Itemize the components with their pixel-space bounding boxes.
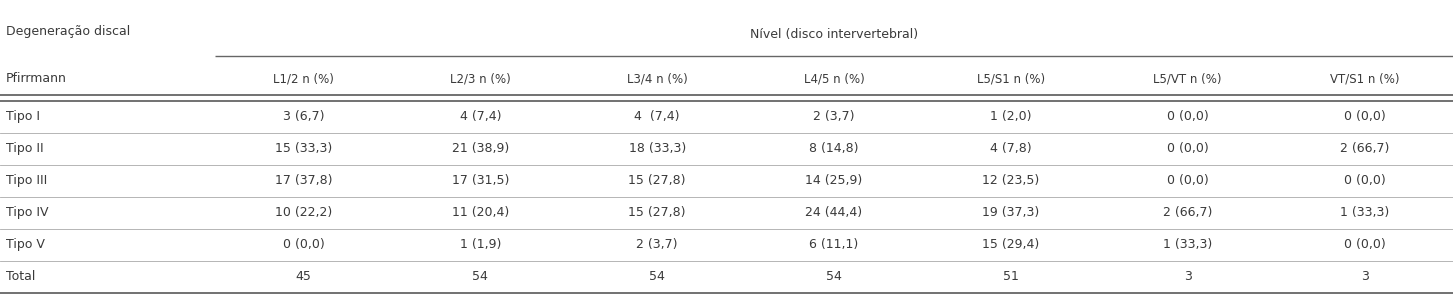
Text: 0 (0,0): 0 (0,0) [1344, 110, 1386, 123]
Text: Total: Total [6, 270, 35, 283]
Text: 54: 54 [827, 270, 841, 283]
Text: Tipo IV: Tipo IV [6, 206, 48, 219]
Text: 21 (38,9): 21 (38,9) [452, 142, 509, 155]
Text: 2 (3,7): 2 (3,7) [814, 110, 854, 123]
Text: 0 (0,0): 0 (0,0) [1167, 110, 1209, 123]
Text: 2 (3,7): 2 (3,7) [636, 238, 679, 251]
Text: 1 (2,0): 1 (2,0) [989, 110, 1032, 123]
Text: 11 (20,4): 11 (20,4) [452, 206, 509, 219]
Text: 3 (6,7): 3 (6,7) [283, 110, 324, 123]
Text: 3: 3 [1360, 270, 1369, 283]
Text: 0 (0,0): 0 (0,0) [1344, 174, 1386, 187]
Text: 15 (29,4): 15 (29,4) [982, 238, 1039, 251]
Text: 12 (23,5): 12 (23,5) [982, 174, 1039, 187]
Text: 19 (37,3): 19 (37,3) [982, 206, 1039, 219]
Text: L5/S1 n (%): L5/S1 n (%) [976, 72, 1045, 85]
Text: 0 (0,0): 0 (0,0) [1167, 142, 1209, 155]
Text: 51: 51 [1003, 270, 1019, 283]
Text: 45: 45 [295, 270, 311, 283]
Text: 18 (33,3): 18 (33,3) [629, 142, 686, 155]
Text: 1 (33,3): 1 (33,3) [1162, 238, 1212, 251]
Text: 8 (14,8): 8 (14,8) [809, 142, 859, 155]
Text: 14 (25,9): 14 (25,9) [805, 174, 863, 187]
Text: 17 (37,8): 17 (37,8) [275, 174, 333, 187]
Text: 0 (0,0): 0 (0,0) [1344, 238, 1386, 251]
Text: 4 (7,4): 4 (7,4) [459, 110, 501, 123]
Text: 0 (0,0): 0 (0,0) [1167, 174, 1209, 187]
Text: VT/S1 n (%): VT/S1 n (%) [1329, 72, 1399, 85]
Text: 4 (7,8): 4 (7,8) [989, 142, 1032, 155]
Text: 54: 54 [649, 270, 665, 283]
Text: 15 (27,8): 15 (27,8) [628, 206, 686, 219]
Text: 4  (7,4): 4 (7,4) [635, 110, 680, 123]
Text: Tipo III: Tipo III [6, 174, 46, 187]
Text: 2 (66,7): 2 (66,7) [1162, 206, 1212, 219]
Text: L2/3 n (%): L2/3 n (%) [450, 72, 510, 85]
Text: 3: 3 [1184, 270, 1191, 283]
Text: 15 (33,3): 15 (33,3) [275, 142, 333, 155]
Text: Pfirrmann: Pfirrmann [6, 72, 67, 85]
Text: 10 (22,2): 10 (22,2) [275, 206, 333, 219]
Text: 6 (11,1): 6 (11,1) [809, 238, 859, 251]
Text: Degeneração discal: Degeneração discal [6, 25, 131, 38]
Text: 54: 54 [472, 270, 488, 283]
Text: 24 (44,4): 24 (44,4) [805, 206, 863, 219]
Text: Tipo I: Tipo I [6, 110, 39, 123]
Text: 15 (27,8): 15 (27,8) [628, 174, 686, 187]
Text: L3/4 n (%): L3/4 n (%) [626, 72, 687, 85]
Text: 1 (33,3): 1 (33,3) [1340, 206, 1389, 219]
Text: L4/5 n (%): L4/5 n (%) [804, 72, 865, 85]
Text: L1/2 n (%): L1/2 n (%) [273, 72, 334, 85]
Text: 17 (31,5): 17 (31,5) [452, 174, 509, 187]
Text: Tipo V: Tipo V [6, 238, 45, 251]
Text: Tipo II: Tipo II [6, 142, 44, 155]
Text: 0 (0,0): 0 (0,0) [282, 238, 324, 251]
Text: 2 (66,7): 2 (66,7) [1340, 142, 1389, 155]
Text: L5/VT n (%): L5/VT n (%) [1154, 72, 1222, 85]
Text: Nível (disco intervertebral): Nível (disco intervertebral) [750, 28, 918, 41]
Text: 1 (1,9): 1 (1,9) [459, 238, 501, 251]
